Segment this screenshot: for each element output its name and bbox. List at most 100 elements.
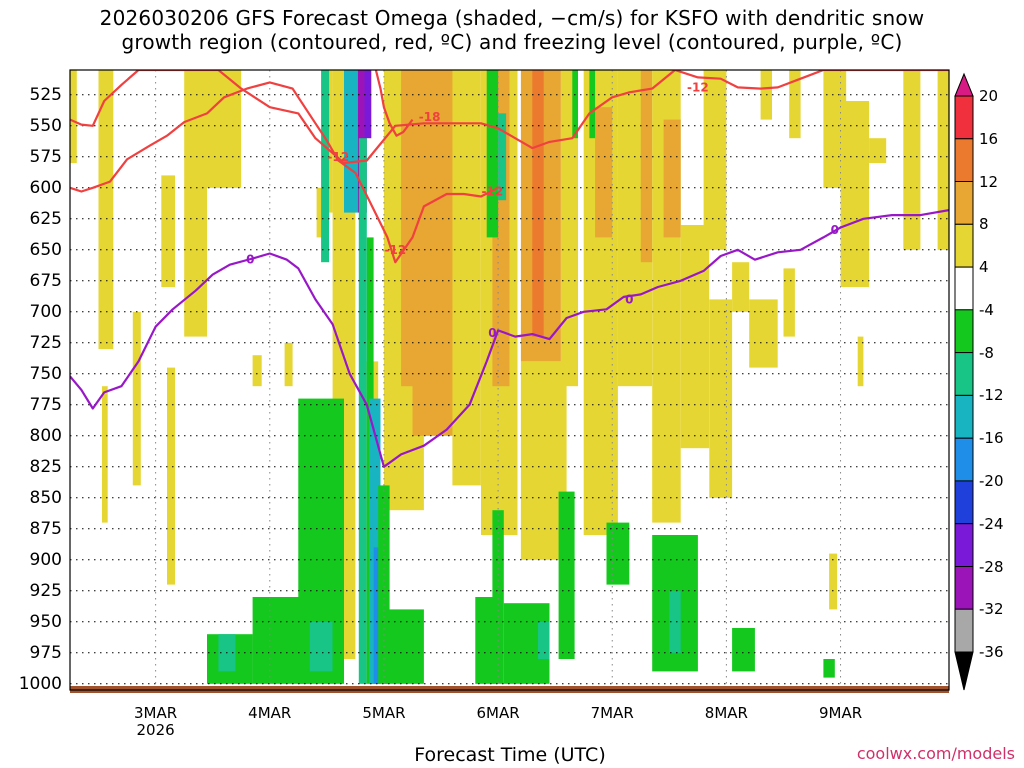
omega-cell-72 <box>669 590 681 653</box>
colorbar-bin-11 <box>954 566 974 610</box>
omega-cell-13 <box>326 70 333 213</box>
omega-cell-16 <box>401 70 413 387</box>
y-tick-625: 625 <box>29 208 62 229</box>
omega-cell-65 <box>475 597 495 684</box>
omega-cell-39 <box>823 70 847 188</box>
omega-cell-69 <box>558 491 575 659</box>
omega-cell-33 <box>709 299 733 498</box>
omega-cell-1 <box>98 70 114 349</box>
omega-cell-0 <box>70 70 77 163</box>
chart-title-line-2: growth region (contoured, red, ºC) and f… <box>121 30 903 54</box>
x-tick-6MAR: 6MAR <box>476 704 520 722</box>
y-tick-600: 600 <box>29 177 62 198</box>
y-tick-525: 525 <box>29 84 62 105</box>
colorbar-tick-0: 20 <box>979 87 999 105</box>
omega-cell-35 <box>749 299 778 368</box>
freezing-level-label-1: 0 <box>488 326 496 340</box>
omega-cell-17 <box>412 70 453 436</box>
omega-cell-73 <box>732 628 755 672</box>
colorbar-bin-4 <box>954 266 974 311</box>
colorbar-tick-8: -16 <box>979 429 1004 448</box>
y-tick-850: 850 <box>29 487 62 508</box>
colorbar-tick-11: -28 <box>979 557 1004 576</box>
omega-cell-7 <box>207 70 242 188</box>
omega-cell-45 <box>829 553 838 610</box>
y-tick-750: 750 <box>29 363 62 384</box>
freezing-level-label-3: 0 <box>831 223 839 237</box>
omega-cell-57 <box>589 70 596 139</box>
dgz-lower-label-2: -12 <box>482 185 504 199</box>
omega-cell-6 <box>184 70 207 337</box>
omega-cell-34 <box>732 262 750 312</box>
omega-cell-30 <box>663 119 681 238</box>
y-tick-975: 975 <box>29 642 62 663</box>
y-tick-800: 800 <box>29 425 62 446</box>
y-tick-650: 650 <box>29 239 62 260</box>
colorbar-tick-2: 12 <box>979 172 999 191</box>
omega-cell-70 <box>606 522 630 585</box>
y-tick-925: 925 <box>29 580 62 601</box>
omega-cell-40 <box>840 101 870 287</box>
y-tick-900: 900 <box>29 549 62 570</box>
colorbar-bin-6 <box>954 352 974 396</box>
omega-cell-31 <box>680 225 710 449</box>
omega-cell-53 <box>373 547 381 684</box>
contour-labels: -12 -12 -12 -12 -18 0 0 0 0 <box>246 80 839 340</box>
y-tick-675: 675 <box>29 270 62 291</box>
colorbar-tick-4: 4 <box>979 258 989 277</box>
colorbar-bin-1 <box>954 138 974 183</box>
freezing-level-label-0: 0 <box>246 253 254 267</box>
x-tick-year: 2026 <box>136 721 175 739</box>
y-tick-700: 700 <box>29 301 62 322</box>
omega-cell-28 <box>640 70 653 263</box>
source-credit: coolwx.com/models <box>856 744 1015 763</box>
omega-cell-52 <box>369 398 381 684</box>
y-tick-825: 825 <box>29 456 62 477</box>
omega-cell-18 <box>452 70 481 486</box>
dgz-upper-contour <box>70 70 949 165</box>
dgz-lower-contour <box>70 81 499 264</box>
y-tick-950: 950 <box>29 611 62 632</box>
omega-cell-2 <box>102 386 108 523</box>
colorbar <box>954 72 974 691</box>
colorbar-tick-6: -8 <box>979 343 994 362</box>
y-tick-1000: 1000 <box>18 673 62 694</box>
omega-cell-38 <box>789 70 801 139</box>
dgz-lower-label-0: -12 <box>327 150 349 164</box>
colorbar-tick-10: -24 <box>979 514 1004 533</box>
omega-cell-22 <box>532 70 544 337</box>
chart-title-line-1: 2026030206 GFS Forecast Omega (shaded, −… <box>99 6 925 30</box>
omega-cell-44 <box>937 70 949 250</box>
omega-cell-64 <box>378 485 390 684</box>
omega-cell-8 <box>252 355 262 387</box>
freezing-level-contour <box>70 209 949 468</box>
omega-cell-47 <box>344 70 358 213</box>
colorbar-bin-2 <box>954 181 974 225</box>
x-tick-3MAR: 3MAR <box>134 704 178 722</box>
colorbar-bin-12 <box>954 608 974 653</box>
y-tick-725: 725 <box>29 332 62 353</box>
x-tick-8MAR: 8MAR <box>704 704 748 722</box>
colorbar-bin-10 <box>954 523 974 568</box>
omega-cell-26 <box>595 107 613 238</box>
colorbar-tick-1: 16 <box>979 129 999 148</box>
dgz-upper-label-0: -12 <box>687 80 709 94</box>
omega-cell-61 <box>309 621 333 672</box>
freezing-level-label-2: 0 <box>625 292 633 306</box>
omega-cell-42 <box>869 138 887 163</box>
plot-frame <box>69 69 950 691</box>
colorbar-bin-8 <box>954 437 974 482</box>
omega-cell-74 <box>823 659 835 678</box>
omega-cell-37 <box>783 268 795 337</box>
omega-cell-68 <box>538 621 550 659</box>
x-axis-label: Forecast Time (UTC) <box>414 744 606 766</box>
omega-cell-66 <box>492 510 504 684</box>
contour-lines <box>70 70 949 468</box>
omega-cell-9 <box>284 342 293 387</box>
colorbar-bin-9 <box>954 480 974 525</box>
dgz-inner-contour <box>374 70 414 137</box>
omega-cell-3 <box>132 311 141 486</box>
colorbar-bin-7 <box>954 394 974 439</box>
colorbar-over-arrow <box>954 72 974 97</box>
